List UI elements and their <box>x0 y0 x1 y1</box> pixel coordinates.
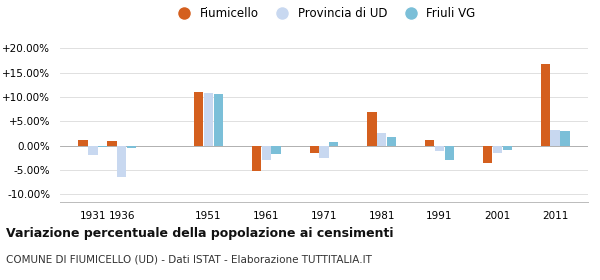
Bar <box>329 142 338 146</box>
Bar <box>194 92 203 146</box>
Bar <box>435 146 444 151</box>
Text: Variazione percentuale della popolazione ai censimenti: Variazione percentuale della popolazione… <box>6 227 394 240</box>
Bar <box>560 131 569 146</box>
Bar <box>367 111 377 146</box>
Bar <box>541 64 550 146</box>
Bar <box>252 146 261 171</box>
Bar <box>310 146 319 153</box>
Bar <box>204 93 213 146</box>
Bar <box>503 146 512 150</box>
Bar <box>79 140 88 146</box>
Bar <box>127 146 136 148</box>
Bar <box>319 146 329 158</box>
Bar <box>425 140 434 146</box>
Bar <box>550 130 560 146</box>
Bar <box>445 146 454 160</box>
Bar <box>387 137 396 146</box>
Bar <box>117 146 127 177</box>
Text: COMUNE DI FIUMICELLO (UD) - Dati ISTAT - Elaborazione TUTTITALIA.IT: COMUNE DI FIUMICELLO (UD) - Dati ISTAT -… <box>6 255 372 265</box>
Bar <box>483 146 492 163</box>
Bar <box>493 146 502 153</box>
Bar <box>98 146 107 147</box>
Bar <box>214 94 223 146</box>
Bar <box>262 146 271 160</box>
Legend: Fiumicello, Provincia di UD, Friuli VG: Fiumicello, Provincia di UD, Friuli VG <box>168 3 480 25</box>
Bar <box>377 134 386 146</box>
Bar <box>107 141 116 146</box>
Bar <box>271 146 281 154</box>
Bar <box>88 146 98 155</box>
